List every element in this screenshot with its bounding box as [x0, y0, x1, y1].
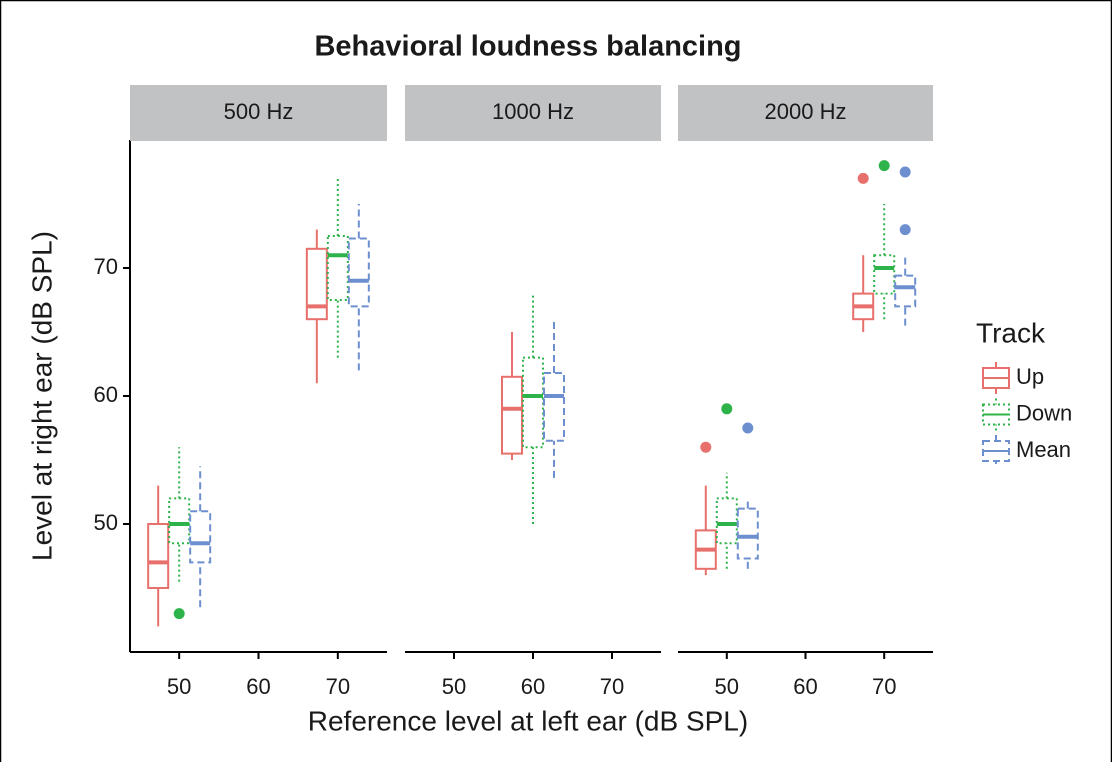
box: [715, 497, 738, 545]
x-axis-title: Reference level at left ear (dB SPL): [308, 705, 748, 736]
x-tick-label: 50: [167, 674, 191, 699]
outlier: [721, 403, 733, 415]
box: [543, 371, 565, 442]
strip-label: 1000 Hz: [492, 99, 574, 124]
outlier: [700, 441, 712, 453]
box: [189, 510, 212, 564]
outlier: [899, 166, 911, 178]
chart-title: Behavioral loudness balancing: [314, 31, 741, 63]
outlier: [173, 608, 185, 620]
outlier: [742, 422, 754, 434]
legend-title: Track: [976, 317, 1046, 348]
x-tick-label: 50: [715, 674, 739, 699]
x-tick-label: 60: [521, 674, 545, 699]
box: [305, 247, 328, 321]
strip-background: [678, 85, 933, 141]
x-tick-label: 50: [442, 674, 466, 699]
box: [501, 375, 523, 455]
y-tick-label: 60: [94, 382, 118, 407]
box: [522, 356, 544, 449]
strip-background: [130, 85, 387, 141]
box: [326, 235, 349, 301]
x-tick-label: 60: [246, 674, 270, 699]
legend-label: Mean: [1016, 437, 1071, 462]
strip-label: 2000 Hz: [765, 99, 847, 124]
legend-label: Down: [1016, 400, 1072, 425]
box: [736, 507, 759, 560]
box: [147, 523, 170, 589]
box: [168, 497, 191, 545]
box: [347, 237, 370, 308]
box: [894, 274, 917, 308]
x-tick-label: 60: [793, 674, 817, 699]
y-tick-label: 70: [94, 254, 118, 279]
outlier: [878, 160, 890, 172]
strip-background: [405, 85, 661, 141]
outlier: [857, 172, 869, 184]
y-axis-title: Level at right ear (dB SPL): [26, 231, 57, 561]
x-tick-label: 70: [326, 674, 350, 699]
legend-label: Up: [1016, 364, 1044, 389]
x-tick-label: 70: [872, 674, 896, 699]
x-tick-label: 70: [600, 674, 624, 699]
strip-label: 500 Hz: [224, 99, 294, 124]
box: [873, 254, 896, 295]
y-tick-label: 50: [94, 510, 118, 535]
outlier: [899, 224, 911, 236]
